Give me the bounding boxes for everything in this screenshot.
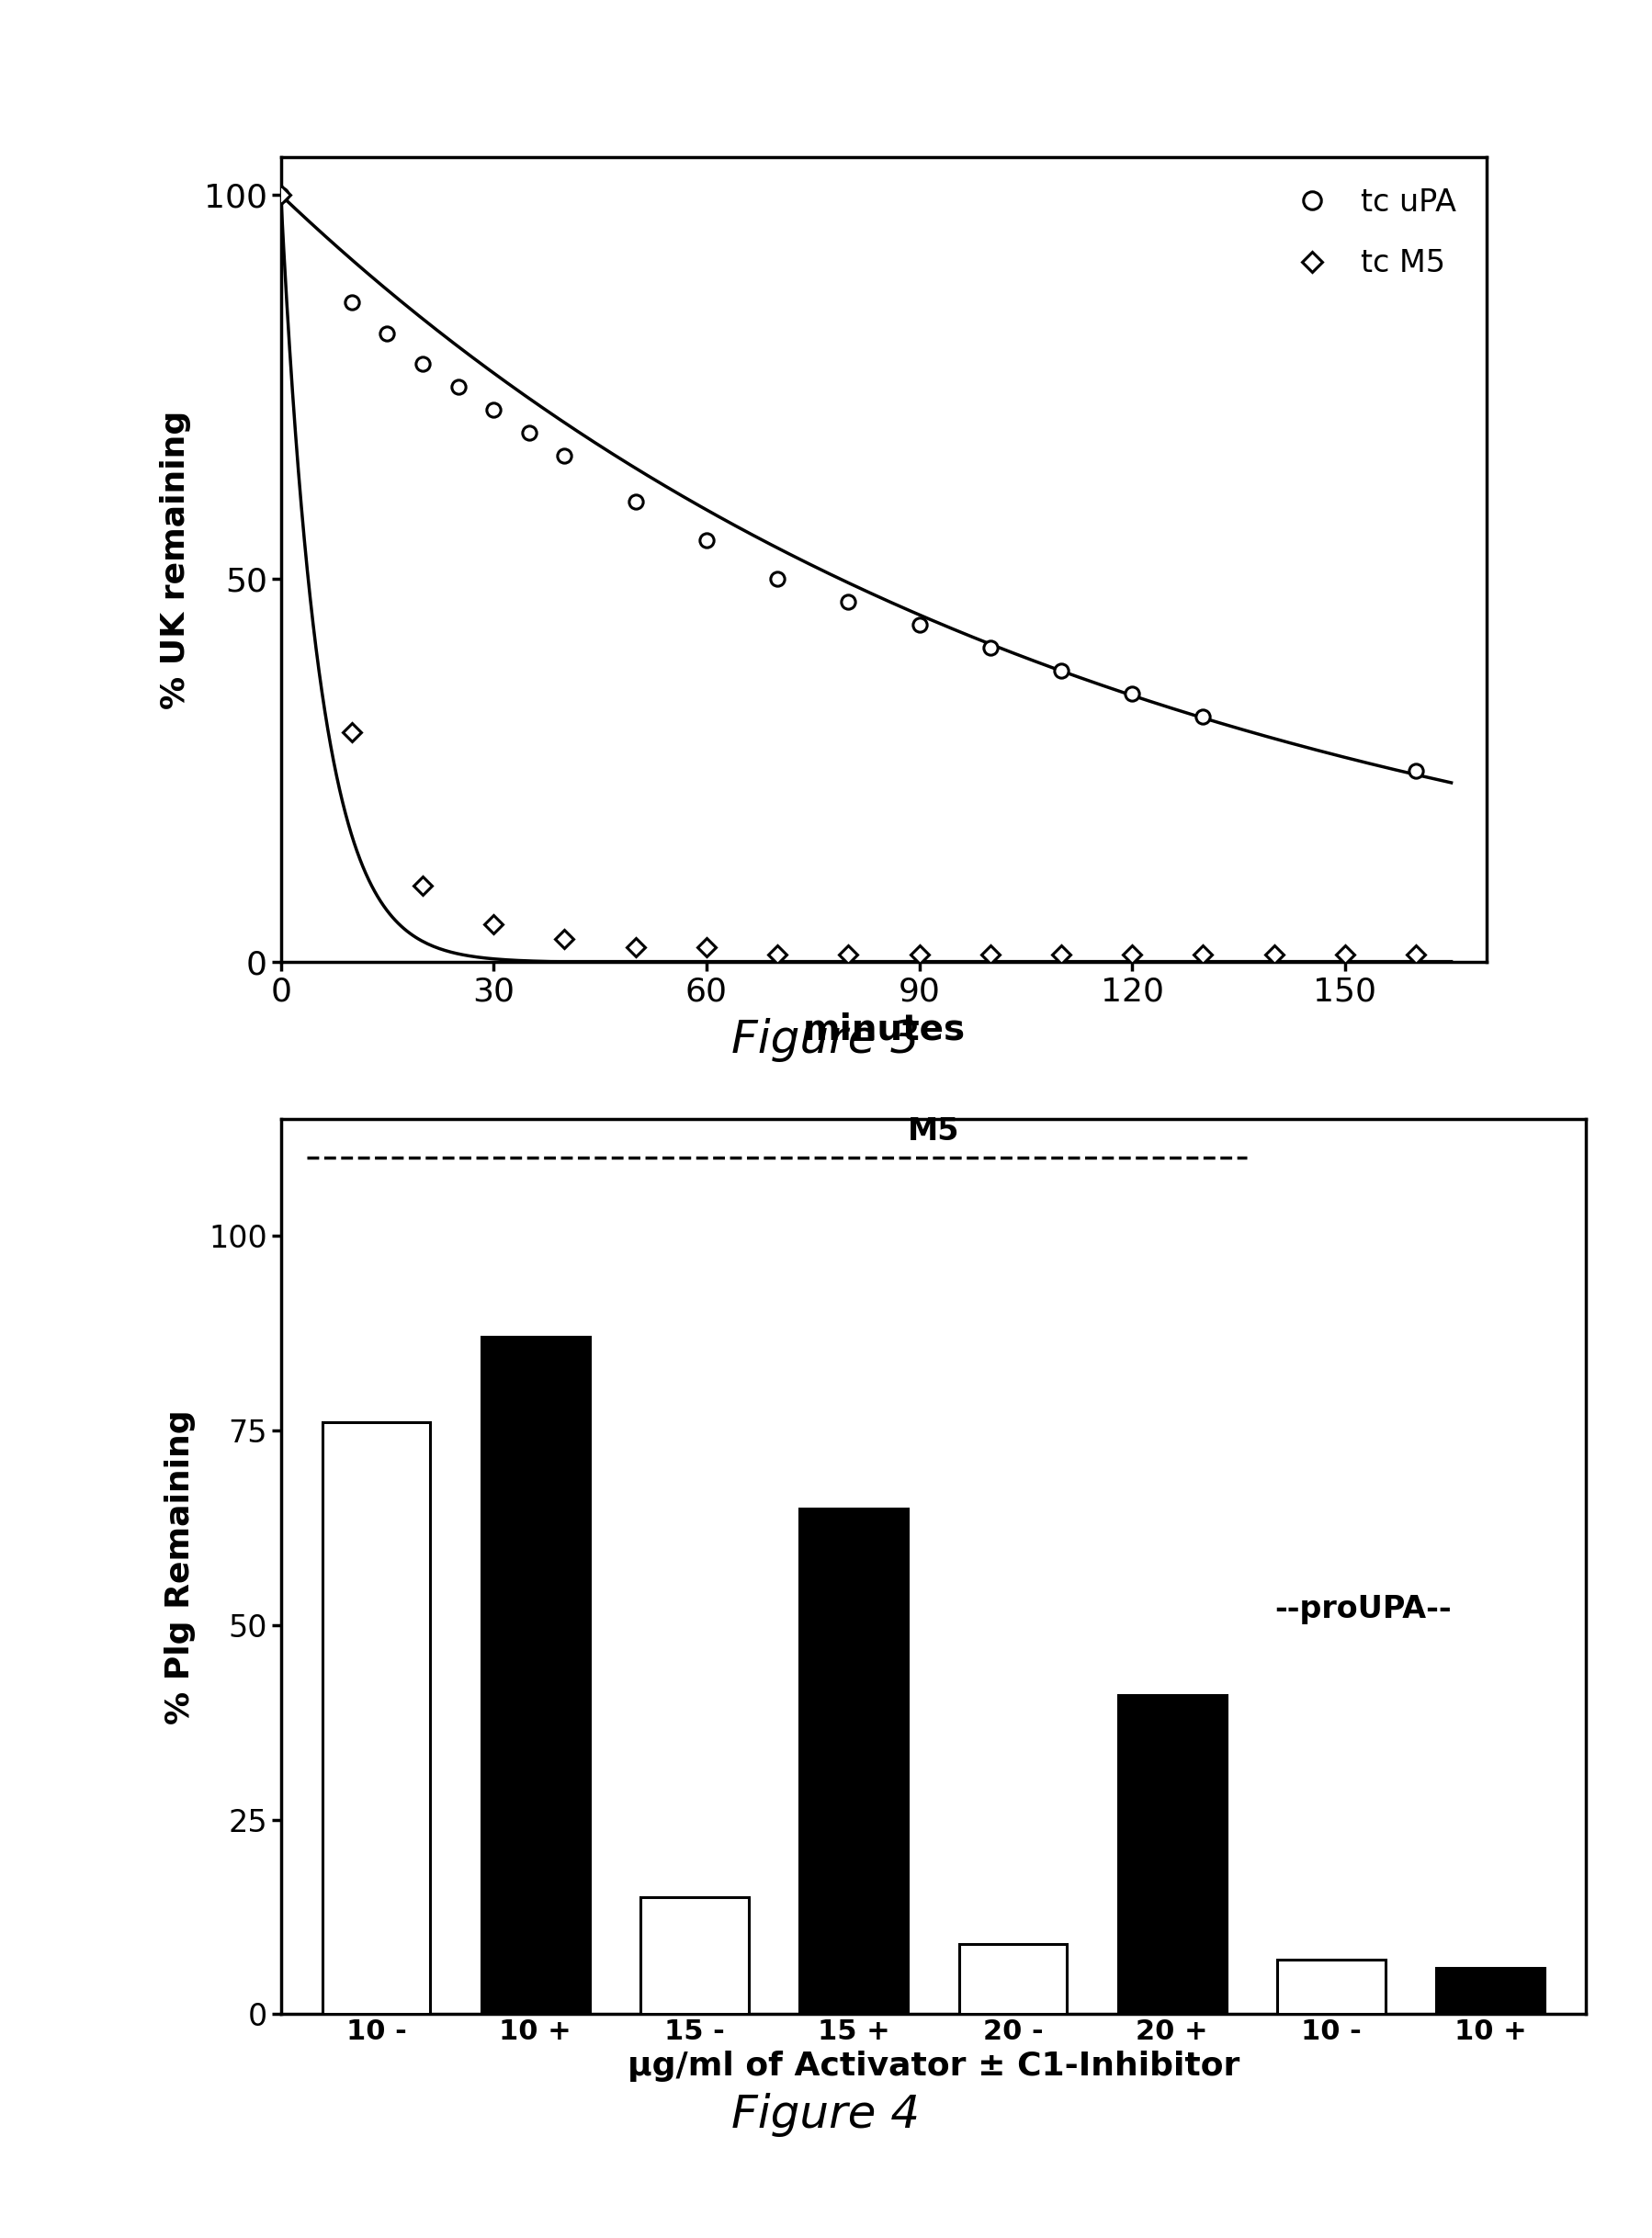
Text: --proUPA--: --proUPA--	[1275, 1593, 1452, 1625]
Bar	[481, 1336, 590, 2014]
Bar	[1277, 1960, 1386, 2014]
Text: M5: M5	[907, 1117, 960, 1146]
Legend: tc uPA, tc M5: tc uPA, tc M5	[1265, 172, 1472, 293]
Bar	[1118, 1694, 1226, 2014]
Y-axis label: % Plg Remaining: % Plg Remaining	[165, 1410, 197, 1723]
Bar	[1436, 1967, 1545, 2014]
Text: Figure 4: Figure 4	[732, 2093, 920, 2137]
Y-axis label: % UK remaining: % UK remaining	[160, 410, 192, 709]
X-axis label: minutes: minutes	[803, 1012, 965, 1047]
Bar	[958, 1945, 1067, 2014]
Bar	[322, 1423, 431, 2014]
Bar	[800, 1508, 909, 2014]
Text: Figure 3: Figure 3	[732, 1018, 920, 1063]
X-axis label: μg/ml of Activator ± C1-Inhibitor: μg/ml of Activator ± C1-Inhibitor	[628, 2050, 1239, 2081]
Bar	[641, 1898, 748, 2014]
